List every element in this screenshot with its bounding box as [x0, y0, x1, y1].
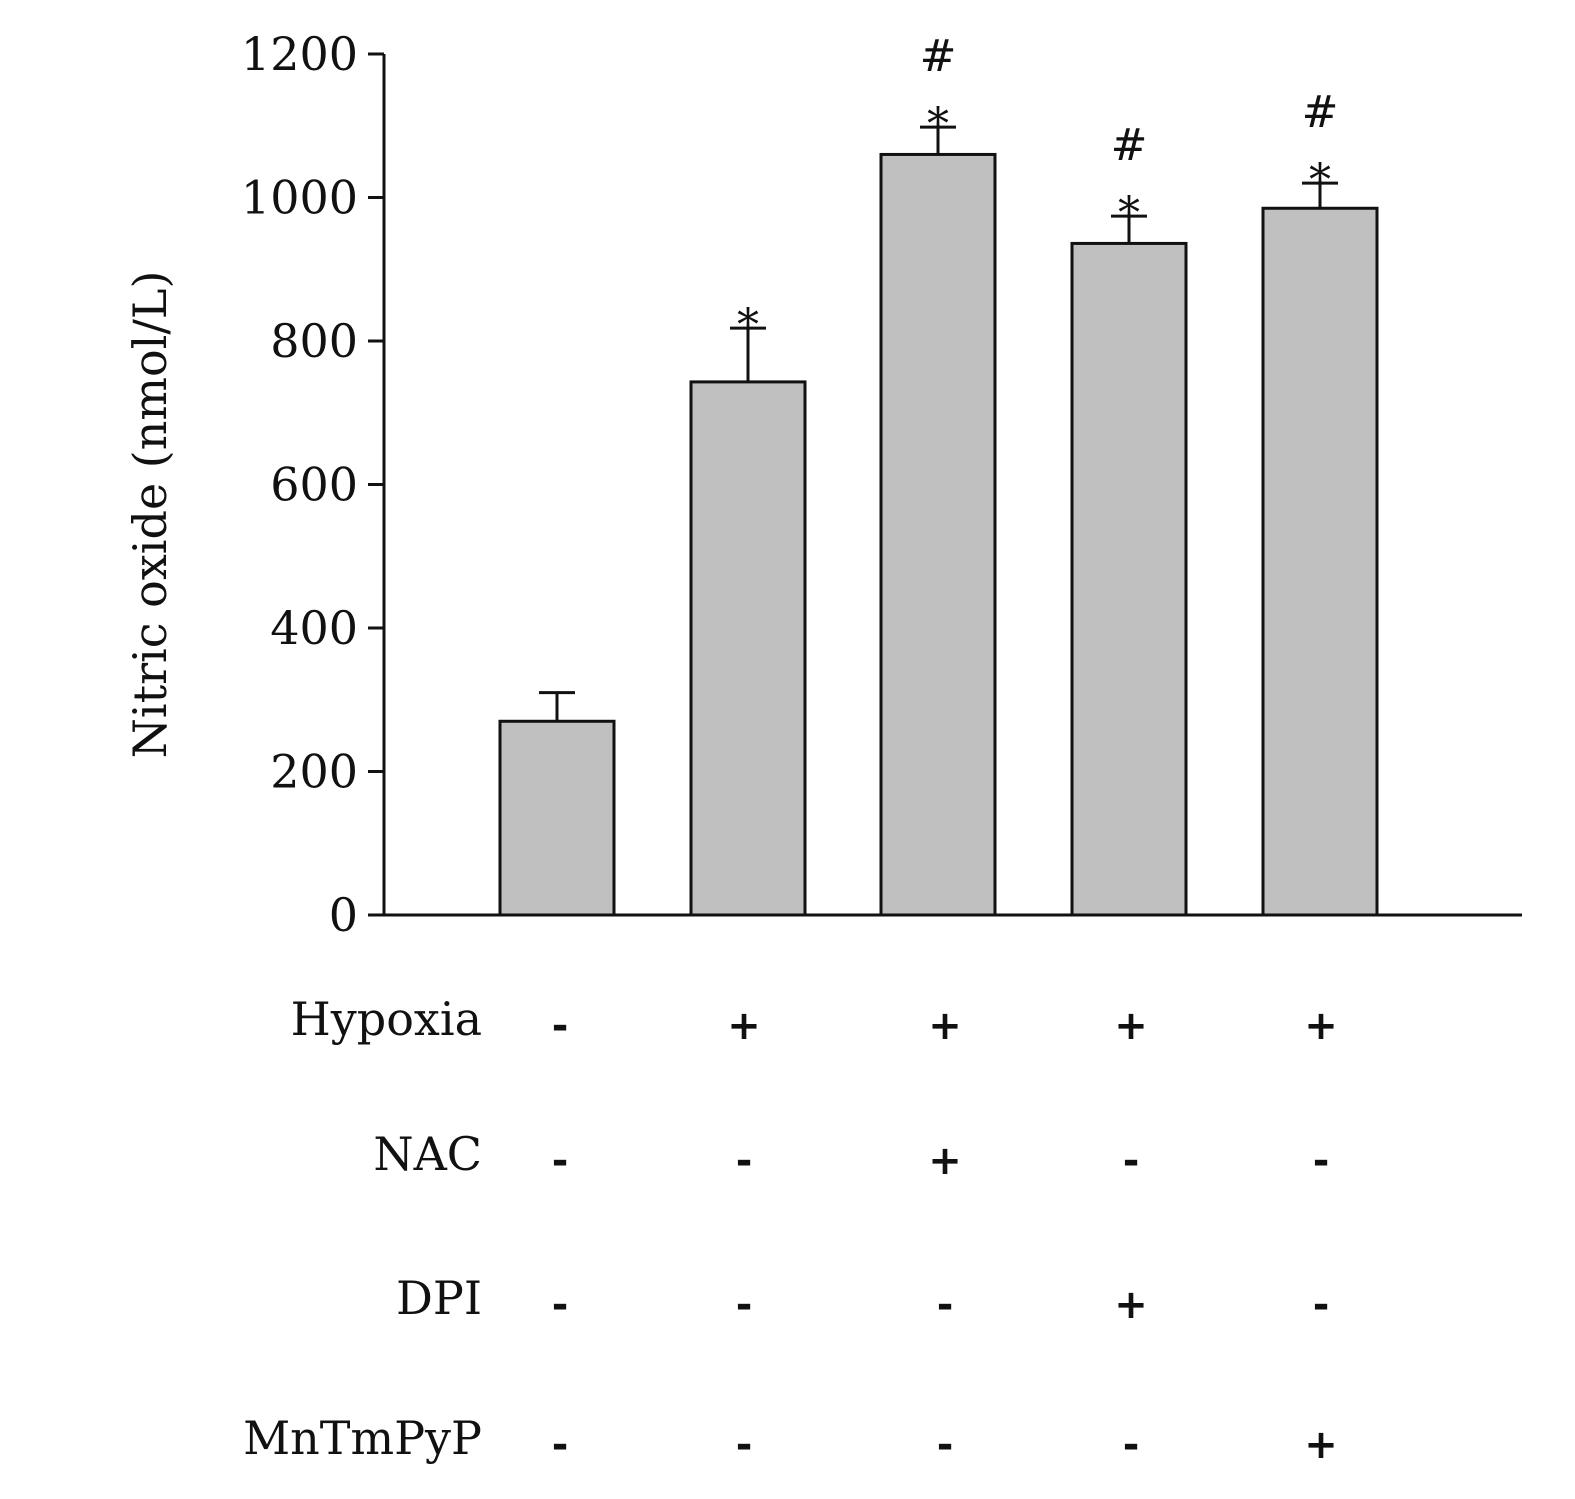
- y-tick-label: 800: [270, 314, 358, 368]
- condition-plus: +: [928, 1003, 962, 1049]
- y-tick-label: 200: [270, 745, 358, 799]
- condition-minus: -: [1123, 1422, 1140, 1468]
- condition-plus: +: [1304, 1422, 1338, 1468]
- significance-asterisk: *: [1118, 188, 1140, 239]
- condition-plus: +: [1114, 1282, 1148, 1328]
- condition-plus: +: [727, 1003, 761, 1049]
- condition-minus: -: [1123, 1138, 1140, 1184]
- condition-minus: -: [552, 1003, 569, 1049]
- significance-asterisk: *: [1309, 155, 1331, 206]
- significance-hash: #: [1111, 120, 1148, 171]
- y-axis-label: Nitric oxide (nmol/L): [123, 271, 177, 759]
- y-tick-label: 1000: [241, 171, 358, 225]
- significance-asterisk: *: [927, 99, 949, 150]
- bar: [498, 719, 616, 917]
- labels-group: 0 200 400 600 800 1000 1200 Nitric oxide (nmol/…: [123, 27, 1338, 942]
- bars-group: [498, 125, 1379, 917]
- bar: [689, 380, 807, 917]
- significance-hash: #: [1302, 87, 1339, 138]
- condition-minus: -: [552, 1282, 569, 1328]
- y-tick-label: 600: [270, 458, 358, 512]
- significance-asterisk: *: [737, 300, 759, 351]
- significance-hash: #: [920, 31, 957, 82]
- condition-label: DPI: [396, 1271, 482, 1325]
- condition-minus: -: [937, 1282, 954, 1328]
- condition-minus: -: [1313, 1138, 1330, 1184]
- condition-minus: -: [736, 1138, 753, 1184]
- condition-label: NAC: [373, 1127, 482, 1181]
- y-tick-label: 0: [329, 888, 358, 942]
- condition-label: Hypoxia: [291, 992, 482, 1046]
- y-tick-label: 400: [270, 601, 358, 655]
- condition-label: MnTmPyP: [243, 1411, 482, 1465]
- condition-minus: -: [1313, 1282, 1330, 1328]
- bar: [1261, 206, 1379, 917]
- condition-minus: -: [736, 1422, 753, 1468]
- condition-plus: +: [1114, 1003, 1148, 1049]
- bar: [1070, 241, 1188, 917]
- condition-minus: -: [552, 1422, 569, 1468]
- condition-plus: +: [928, 1138, 962, 1184]
- y-tick-label: 1200: [241, 27, 358, 81]
- condition-plus: +: [1304, 1003, 1338, 1049]
- condition-minus: -: [552, 1138, 569, 1184]
- condition-minus: -: [937, 1422, 954, 1468]
- bar: [879, 152, 997, 917]
- condition-table: Hypoxia - + + + + NAC - - + - - DPI - - - + - MnTmPyP - - - - +: [243, 992, 1338, 1468]
- condition-minus: -: [736, 1282, 753, 1328]
